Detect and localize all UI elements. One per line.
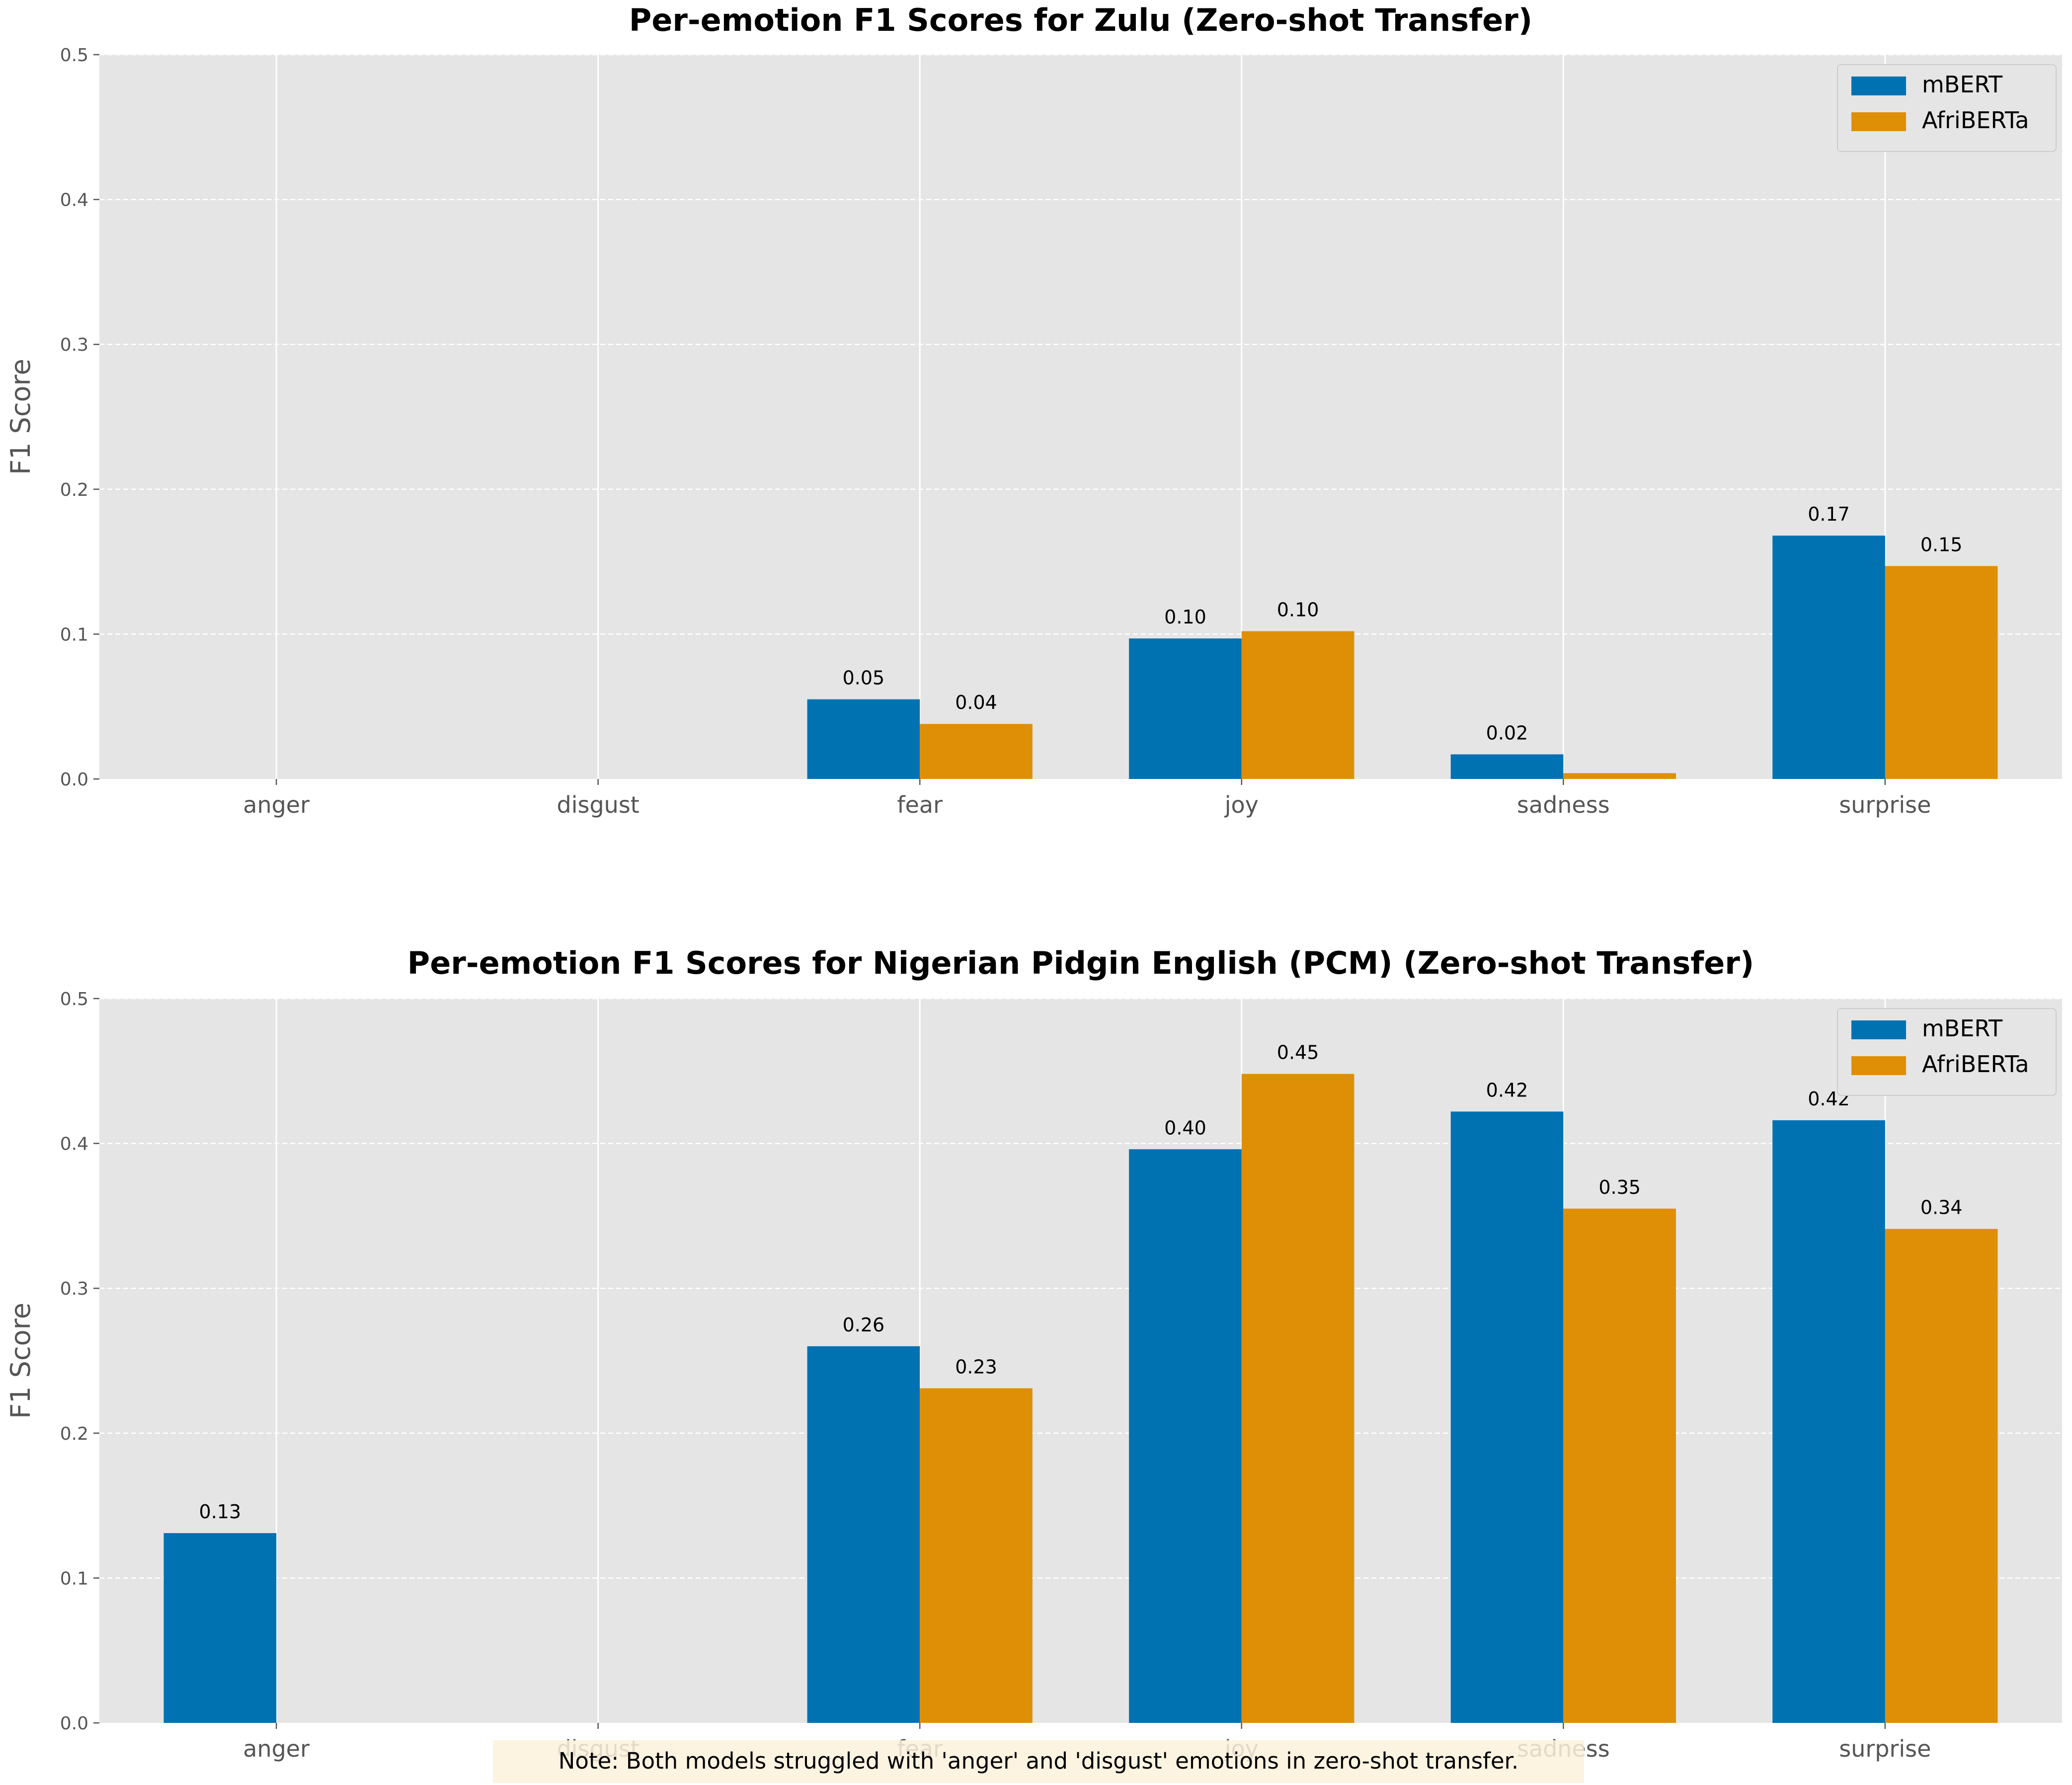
y-axis-label: F1 Score [5, 359, 36, 475]
data-label: 0.34 [1920, 1197, 1963, 1219]
y-tick-label: 0.5 [60, 45, 88, 66]
y-tick-label: 0.2 [60, 480, 88, 500]
data-label: 0.10 [1277, 599, 1319, 621]
x-tick-label: surprise [1839, 791, 1931, 818]
data-label: 0.13 [199, 1501, 241, 1523]
bar-afriberta-surprise [1885, 1229, 1998, 1723]
legend-label: mBERT [1922, 71, 2003, 98]
bar-afriberta-sadness [1563, 773, 1676, 779]
bar-afriberta-fear [920, 724, 1033, 779]
y-tick-label: 0.1 [60, 1568, 88, 1589]
bar-mbert-sadness [1450, 1111, 1564, 1723]
bar-afriberta-joy [1241, 1074, 1355, 1723]
x-tick-label: disgust [557, 791, 639, 818]
chart-title: Per-emotion F1 Scores for Nigerian Pidgi… [407, 945, 1754, 981]
legend-label: AfriBERTa [1922, 107, 2029, 134]
x-tick-label: fear [897, 791, 943, 818]
y-tick-label: 0.3 [60, 1279, 88, 1299]
data-label: 0.35 [1598, 1176, 1641, 1198]
legend-swatch-afriberta [1851, 112, 1906, 131]
x-tick-label: surprise [1839, 1735, 1931, 1762]
data-label: 0.15 [1920, 534, 1963, 555]
data-label: 0.40 [1164, 1117, 1206, 1139]
data-label: 0.02 [1486, 722, 1528, 744]
y-axis-label: F1 Score [5, 1303, 36, 1419]
y-tick-label: 0.0 [60, 770, 88, 790]
bar-mbert-surprise [1772, 536, 1885, 779]
legend-swatch-mbert [1851, 77, 1906, 95]
legend-swatch-afriberta [1851, 1056, 1906, 1075]
y-tick-label: 0.0 [60, 1713, 88, 1734]
bar-afriberta-joy [1241, 631, 1355, 779]
data-label: 0.04 [955, 692, 997, 713]
data-label: 0.10 [1164, 606, 1206, 628]
note-box [493, 1740, 1584, 1783]
chart-title: Per-emotion F1 Scores for Zulu (Zero-sho… [629, 2, 1532, 38]
bar-afriberta-surprise [1885, 566, 1998, 779]
legend-label: AfriBERTa [1922, 1051, 2029, 1078]
bar-mbert-joy [1129, 1149, 1242, 1723]
legend-swatch-mbert [1851, 1020, 1906, 1039]
bar-mbert-sadness [1450, 754, 1564, 779]
data-label: 0.42 [1486, 1079, 1528, 1101]
legend-label: mBERT [1922, 1015, 2003, 1042]
bar-afriberta-sadness [1563, 1208, 1676, 1723]
data-label: 0.26 [843, 1314, 885, 1336]
data-label: 0.05 [843, 667, 885, 689]
data-label: 0.17 [1808, 503, 1850, 525]
y-tick-label: 0.4 [60, 1134, 88, 1155]
bar-mbert-fear [807, 699, 920, 779]
x-tick-label: anger [243, 1735, 310, 1762]
x-tick-label: joy [1224, 791, 1259, 818]
y-tick-label: 0.3 [60, 335, 88, 355]
bar-mbert-surprise [1772, 1120, 1885, 1723]
data-label: 0.45 [1277, 1042, 1319, 1064]
data-label: 0.23 [955, 1356, 997, 1378]
y-tick-label: 0.2 [60, 1424, 88, 1444]
bar-mbert-anger [163, 1533, 277, 1723]
x-tick-label: sadness [1517, 791, 1610, 818]
plot-area [99, 999, 2062, 1723]
plot-area [99, 55, 2062, 779]
x-tick-label: anger [243, 791, 310, 818]
y-tick-label: 0.5 [60, 989, 88, 1009]
footnote: Note: Both models struggled with 'anger'… [558, 1748, 1519, 1774]
y-tick-label: 0.4 [60, 190, 88, 211]
bar-mbert-fear [807, 1346, 920, 1723]
bar-afriberta-fear [920, 1388, 1033, 1723]
y-tick-label: 0.1 [60, 624, 88, 645]
bar-mbert-joy [1129, 638, 1242, 779]
